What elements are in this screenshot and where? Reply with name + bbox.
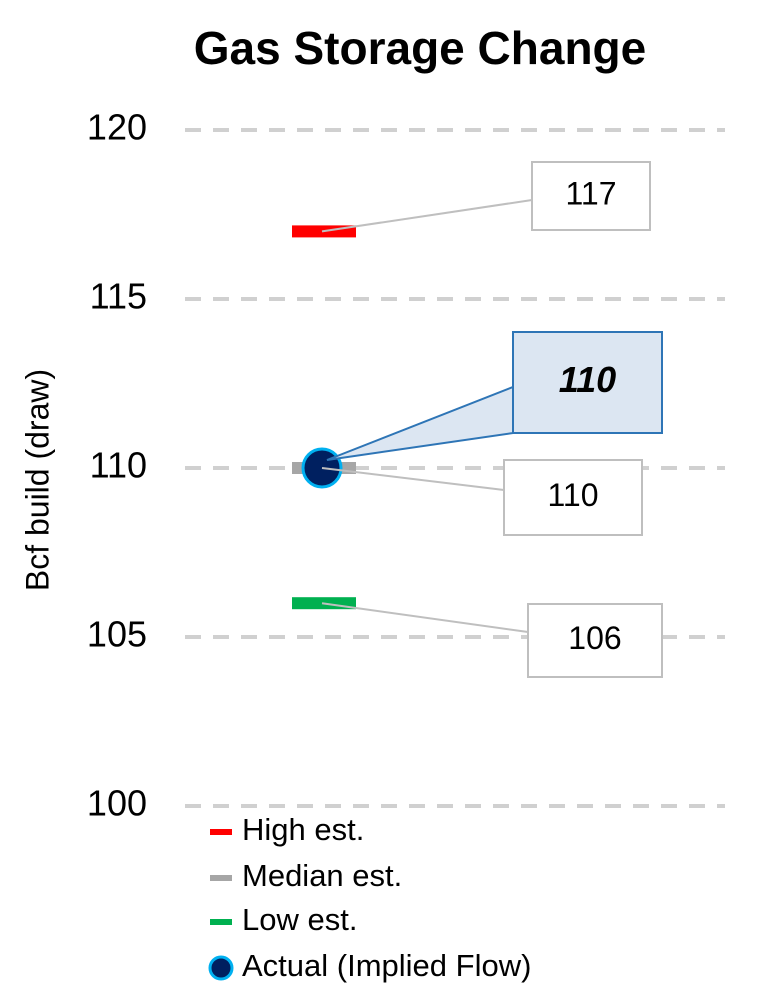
data-label: 106 [568,620,621,656]
y-tick-label: 120 [87,107,147,148]
y-tick-label: 100 [87,783,147,824]
callout [321,199,533,233]
legend-marker [210,829,232,835]
label-box [527,603,663,678]
legend-label: High est. [242,812,364,847]
legend-label: Median est. [242,858,402,893]
legend-label: Low est. [242,902,357,937]
data-label: 117 [565,175,616,211]
legend-marker [210,875,232,881]
legend-marker [208,955,234,981]
callout [321,467,505,491]
legend-label: Actual (Implied Flow) [242,948,531,983]
data-label: 110 [547,477,598,513]
label-box [531,161,651,231]
y-tick-label: 105 [87,614,147,655]
y-tick-label: 110 [90,445,147,486]
label-box [503,459,643,536]
y-axis-label: Bcf build (draw) [19,369,55,591]
data-label: 110 [559,359,616,400]
chart-title: Gas Storage Change [194,22,646,74]
callout [326,385,514,461]
callout [321,602,529,633]
label-box [512,331,663,434]
legend-marker [210,919,232,925]
y-tick-label: 115 [90,276,147,317]
